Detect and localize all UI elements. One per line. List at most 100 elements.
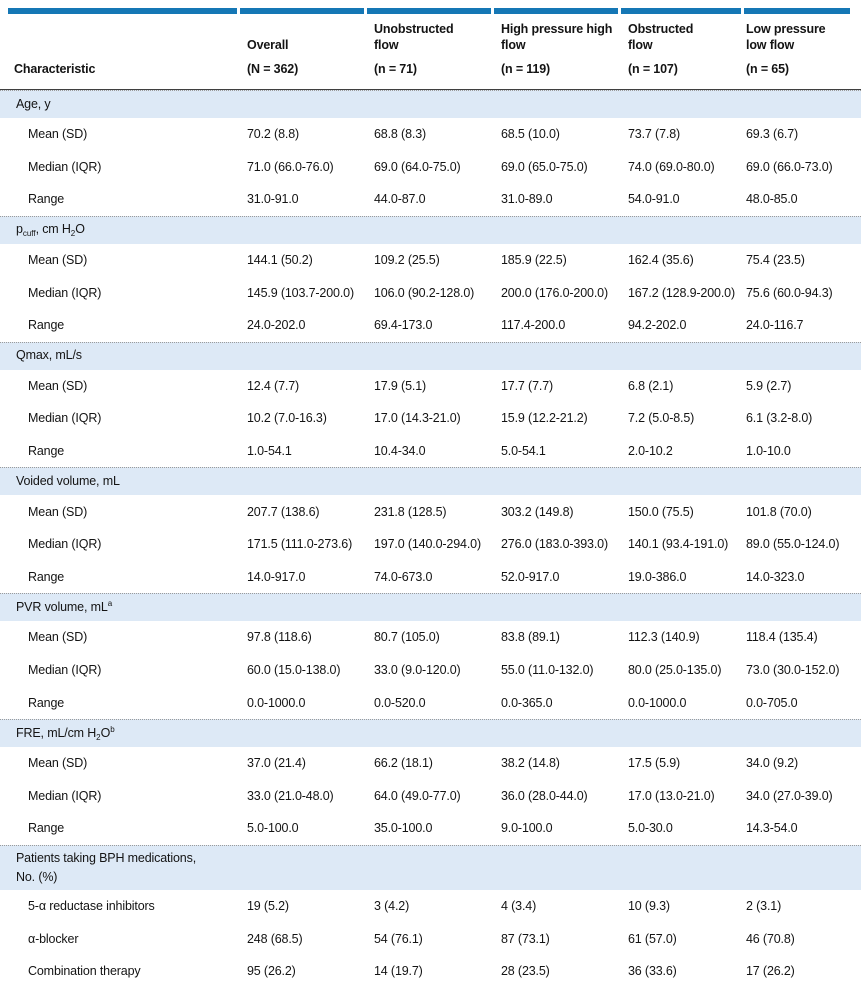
section-header: PVR volume, mLa xyxy=(0,593,861,622)
cell-value: 145.9 (103.7-200.0) xyxy=(247,285,354,300)
cell-value: 55.0 (11.0-132.0) xyxy=(501,663,594,678)
cell-value: 303.2 (149.8) xyxy=(501,504,574,519)
cell-value: 33.0 (21.0-48.0) xyxy=(247,788,334,803)
row-label: Median (IQR) xyxy=(28,285,102,300)
cell-value: 75.6 (60.0-94.3) xyxy=(746,285,833,300)
section-label: Patients taking BPH medications, No. (%) xyxy=(16,850,197,884)
column-header: Overall (N = 362) xyxy=(247,37,374,77)
section-label: Age, y xyxy=(16,96,51,111)
row-label: Combination therapy xyxy=(28,964,141,979)
cell-value: 162.4 (35.6) xyxy=(628,253,694,268)
row-label: α-blocker xyxy=(28,931,79,946)
column-header-name: Unobstructed flow xyxy=(374,21,454,53)
cell-value: 34.0 (9.2) xyxy=(746,756,799,771)
cell-value: 14.0-917.0 xyxy=(247,569,306,584)
cell-value: 87 (73.1) xyxy=(501,931,550,946)
table-body: Age, y Mean (SD) 70.2 (8.8) 68.8 (8.3) 68.5 … xyxy=(0,90,861,987)
cell-value: 28 (23.5) xyxy=(501,964,550,979)
row-label: Range xyxy=(28,318,65,333)
column-header-count: (n = 71) xyxy=(374,61,417,76)
section-header: pcuff, cm H2O xyxy=(0,215,861,244)
section-header: Voided volume, mL xyxy=(0,467,861,496)
row-label: Range xyxy=(28,821,65,836)
characteristics-table: Characteristic Overall (N = 362) Unobstruc… xyxy=(0,8,861,1008)
cell-value: 64.0 (49.0-77.0) xyxy=(374,788,461,803)
cell-value: 69.0 (64.0-75.0) xyxy=(374,159,461,174)
cell-value: 33.0 (9.0-120.0) xyxy=(374,663,461,678)
cell-value: 0.0-1000.0 xyxy=(247,695,306,710)
row-label: Mean (SD) xyxy=(28,378,88,393)
cell-value: 150.0 (75.5) xyxy=(628,504,694,519)
cell-value: 200.0 (176.0-200.0) xyxy=(501,285,608,300)
table-row: Mean (SD) 144.1 (50.2) 109.2 (25.5) 185.9 (… xyxy=(0,244,861,277)
cell-value: 0.0-1000.0 xyxy=(628,695,687,710)
table-row: Range 14.0-917.0 74.0-673.0 52.0-917.0 19.0-… xyxy=(0,561,861,594)
row-label: Median (IQR) xyxy=(28,159,102,174)
cell-value: 71.0 (66.0-76.0) xyxy=(247,159,334,174)
cell-value: 89.0 (55.0-124.0) xyxy=(746,537,840,552)
table-row: Mean (SD) 12.4 (7.7) 17.9 (5.1) 17.7 (7.7) 6… xyxy=(0,370,861,403)
cell-value: 101.8 (70.0) xyxy=(746,504,812,519)
table-row: Mean (SD) 70.2 (8.8) 68.8 (8.3) 68.5 (10.0)… xyxy=(0,118,861,151)
row-label: Range xyxy=(28,192,65,207)
cell-value: 75.4 (23.5) xyxy=(746,253,805,268)
cell-value: 83.8 (89.1) xyxy=(501,630,560,645)
column-header-count: (n = 65) xyxy=(746,61,789,76)
column-header-count: (n = 119) xyxy=(501,61,551,76)
cell-value: 109.2 (25.5) xyxy=(374,253,440,268)
column-header: Low pressure low flow (n = 65) xyxy=(746,21,853,78)
cell-value: 276.0 (183.0-393.0) xyxy=(501,537,608,552)
cell-value: 5.9 (2.7) xyxy=(746,378,792,393)
column-header-count: (n = 107) xyxy=(628,61,678,76)
cell-value: 171.5 (111.0-273.6) xyxy=(247,537,353,552)
row-label: Mean (SD) xyxy=(28,253,88,268)
cell-value: 66.2 (18.1) xyxy=(374,756,433,771)
cell-value: 60.0 (15.0-138.0) xyxy=(247,663,341,678)
cell-value: 17.9 (5.1) xyxy=(374,378,427,393)
cell-value: 167.2 (128.9-200.0) xyxy=(628,285,735,300)
cell-value: 10.4-34.0 xyxy=(374,444,426,459)
cell-value: 69.0 (66.0-73.0) xyxy=(746,159,833,174)
top-rule-segment xyxy=(621,8,741,14)
table-top-rule xyxy=(0,8,861,14)
column-header: Obstructed flow (n = 107) xyxy=(628,21,746,78)
row-label: 5-α reductase inhibitors xyxy=(28,898,155,913)
cell-value: 46 (70.8) xyxy=(746,931,795,946)
cell-value: 207.7 (138.6) xyxy=(247,504,320,519)
column-header: Unobstructed flow (n = 71) xyxy=(374,21,501,78)
cell-value: 74.0-673.0 xyxy=(374,569,433,584)
row-label: Mean (SD) xyxy=(28,756,88,771)
cell-value: 17.0 (14.3-21.0) xyxy=(374,411,461,426)
table-row: Range 0.0-1000.0 0.0-520.0 0.0-365.0 0.0-100… xyxy=(0,686,861,719)
column-header-name: Low pressure low flow xyxy=(746,21,826,53)
cell-value: 35.0-100.0 xyxy=(374,821,433,836)
cell-value: 5.0-100.0 xyxy=(247,821,299,836)
cell-value: 19.0-386.0 xyxy=(628,569,687,584)
cell-value: 0.0-520.0 xyxy=(374,695,426,710)
cell-value: 117.4-200.0 xyxy=(501,318,566,333)
cell-value: 69.4-173.0 xyxy=(374,318,433,333)
cell-value: 197.0 (140.0-294.0) xyxy=(374,537,481,552)
cell-value: 37.0 (21.4) xyxy=(247,756,306,771)
cell-value: 14 (19.7) xyxy=(374,964,423,979)
cell-value: 15.9 (12.2-21.2) xyxy=(501,411,588,426)
section-label: Qmax, mL/s xyxy=(16,348,82,363)
cell-value: 0.0-365.0 xyxy=(501,695,553,710)
cell-value: 140.1 (93.4-191.0) xyxy=(628,537,729,552)
table-row: Mean (SD) 37.0 (21.4) 66.2 (18.1) 38.2 (14.… xyxy=(0,747,861,780)
cell-value: 17.5 (5.9) xyxy=(628,756,681,771)
cell-value: 1.0-10.0 xyxy=(746,444,791,459)
table-row: Range 5.0-100.0 35.0-100.0 9.0-100.0 5.0-30.… xyxy=(0,812,861,845)
section-label: FRE, mL/cm H2Ob xyxy=(16,724,115,742)
cell-value: 70.2 (8.8) xyxy=(247,127,300,142)
row-label: Range xyxy=(28,444,65,459)
cell-value: 5.0-30.0 xyxy=(628,821,673,836)
cell-value: 1.0-54.1 xyxy=(247,444,292,459)
section-header: Patients taking BPH medications, No. (%) xyxy=(0,844,861,890)
row-label: Median (IQR) xyxy=(28,537,102,552)
cell-value: 36 (33.6) xyxy=(628,964,677,979)
cell-value: 2 (3.1) xyxy=(746,898,782,913)
cell-value: 24.0-116.7 xyxy=(746,318,804,333)
column-header-characteristic: Characteristic xyxy=(14,61,96,76)
cell-value: 5.0-54.1 xyxy=(501,444,546,459)
